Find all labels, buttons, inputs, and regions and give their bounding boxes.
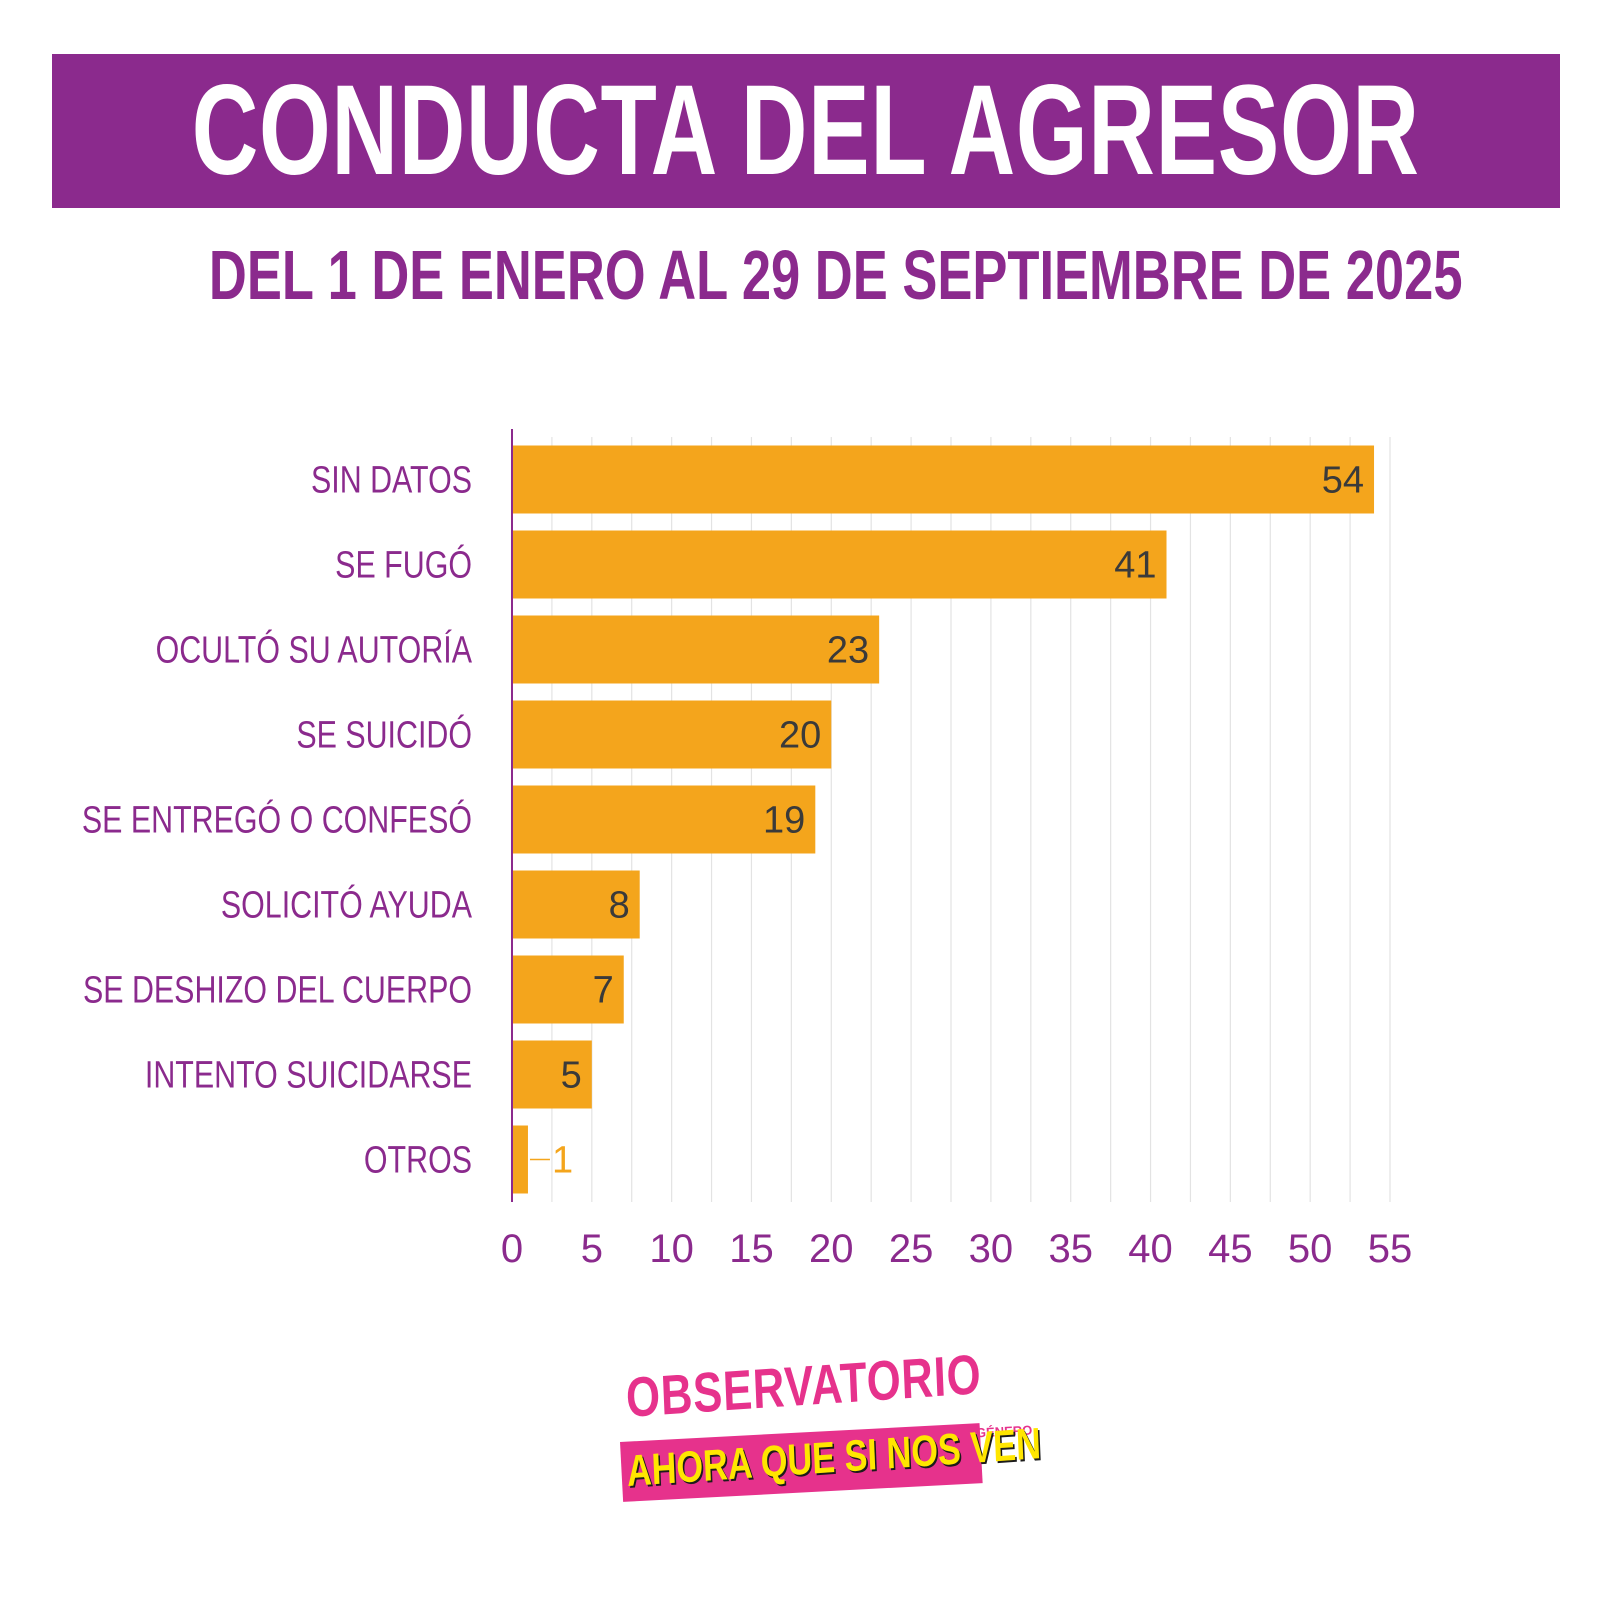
bar	[512, 955, 624, 1024]
bar	[512, 530, 1167, 599]
value-label: 8	[609, 885, 630, 927]
bar	[512, 615, 880, 684]
category-label: INTENTO SUICIDARSE	[145, 1054, 472, 1096]
x-tick-label: 0	[501, 1227, 523, 1271]
value-label: 23	[827, 630, 869, 672]
x-tick-label: 25	[889, 1227, 934, 1271]
x-tick-label: 10	[649, 1227, 694, 1271]
value-label: 5	[561, 1055, 582, 1097]
subtitle-text: DEL 1 DE ENERO AL 29 DE SEPTIEMBRE DE 20…	[208, 236, 1463, 314]
bar	[512, 700, 832, 769]
bar	[512, 785, 816, 854]
category-label: SOLICITÓ AYUDA	[221, 883, 472, 926]
category-label: SE ENTREGÓ O CONFESÓ	[82, 798, 472, 841]
x-tick-label: 5	[581, 1227, 603, 1271]
x-tick-label: 15	[729, 1227, 774, 1271]
x-tick-label: 40	[1128, 1227, 1173, 1271]
x-tick-label: 30	[969, 1227, 1014, 1271]
category-label: SIN DATOS	[311, 459, 472, 501]
observatorio-logo: OBSERVATORIO DE LAS VIOLENCIAS DE GÉNERO…	[620, 1342, 1042, 1520]
bar	[512, 870, 640, 939]
category-label: SE FUGÓ	[335, 543, 472, 586]
x-tick-label: 55	[1368, 1227, 1413, 1271]
category-label: SE DESHIZO DEL CUERPO	[83, 969, 472, 1011]
x-tick-label: 45	[1208, 1227, 1253, 1271]
page-subtitle: DEL 1 DE ENERO AL 29 DE SEPTIEMBRE DE 20…	[0, 240, 1600, 310]
value-label: 20	[779, 715, 821, 757]
category-label: OCULTÓ SU AUTORÍA	[156, 628, 472, 671]
category-label: SE SUICIDÓ	[296, 713, 472, 756]
x-tick-label: 20	[809, 1227, 854, 1271]
value-label: 1	[552, 1140, 573, 1182]
value-label: 41	[1114, 545, 1156, 587]
title-banner: CONDUCTA DEL AGRESOR	[52, 54, 1560, 208]
bar	[512, 1040, 592, 1109]
value-label: 19	[763, 800, 805, 842]
page-title: CONDUCTA DEL AGRESOR	[192, 59, 1420, 202]
bar	[512, 445, 1375, 514]
category-label: OTROS	[364, 1139, 472, 1181]
bar	[512, 1125, 528, 1194]
x-tick-label: 35	[1048, 1227, 1093, 1271]
value-label: 54	[1322, 460, 1364, 502]
value-label: 7	[593, 970, 614, 1012]
x-tick-label: 50	[1288, 1227, 1333, 1271]
